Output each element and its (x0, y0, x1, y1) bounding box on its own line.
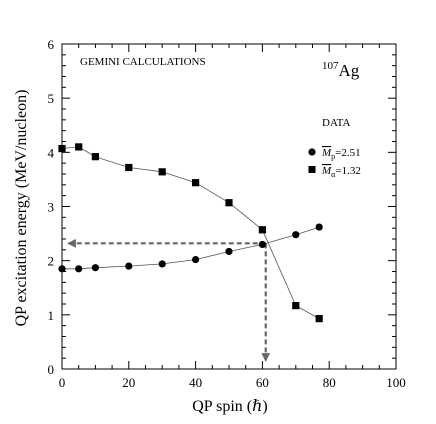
point-square (292, 302, 300, 310)
point-circle (125, 262, 133, 270)
y-axis-label: QP excitation energy (MeV/nucleon) (13, 90, 30, 327)
legend-alpha-value: =1.32 (335, 165, 360, 177)
legend-p-main: M (321, 147, 332, 159)
y-tick-label: 5 (48, 91, 55, 106)
x-axis-label: QP spin (ℏ) (192, 398, 268, 415)
x-tick-label: 20 (122, 375, 135, 390)
arrows (67, 238, 271, 362)
plot-frame (61, 43, 397, 370)
x-tick-label: 80 (323, 375, 336, 390)
ticks: 0 20 40 60 80 100 0 1 2 3 4 5 6 (48, 37, 406, 390)
y-tick-label: 4 (48, 145, 55, 160)
legend-p-value: =2.51 (335, 147, 360, 159)
y-tick-label: 2 (48, 254, 55, 269)
series-line-circle (62, 226, 320, 270)
annotation-gemini: GEMINI CALCULATIONS (80, 56, 206, 68)
point-circle (225, 247, 233, 256)
point-square (258, 226, 266, 234)
legend: Mp=2.51 Mα=1.32 (308, 147, 361, 179)
series-lines (61, 146, 320, 319)
legend-alpha-sub: α (331, 170, 336, 179)
x-tick-label: 100 (386, 375, 406, 390)
y-tick-label: 3 (48, 200, 55, 215)
legend-alpha-main: M (321, 165, 332, 177)
point-circle (258, 240, 266, 249)
point-circle (58, 265, 66, 273)
series-line-square (61, 146, 320, 319)
point-circle (292, 231, 300, 239)
point-square (158, 168, 166, 176)
point-circle (75, 265, 83, 273)
point-square (58, 144, 66, 153)
x-tick-label: 40 (189, 375, 202, 390)
axes (61, 43, 397, 370)
point-circle (91, 264, 99, 272)
point-square (75, 143, 83, 151)
nucleus-label: 107Ag (322, 60, 360, 80)
nucleus-symbol: Ag (339, 61, 360, 80)
point-square (192, 179, 200, 187)
legend-marker-square (308, 166, 316, 173)
legend-p-sub: p (331, 152, 335, 161)
nucleus-mass: 107 (322, 60, 339, 72)
point-square (315, 315, 323, 323)
legend-title: DATA (322, 117, 351, 129)
point-square (225, 199, 233, 207)
markers (58, 143, 323, 323)
y-tick-label: 6 (48, 37, 55, 52)
point-square (91, 153, 99, 161)
x-tick-label: 60 (256, 375, 269, 390)
y-tick-label: 0 (48, 362, 55, 377)
point-circle (315, 223, 323, 231)
point-circle (192, 255, 200, 264)
x-tick-label: 0 (59, 375, 66, 390)
y-tick-label: 1 (48, 308, 55, 323)
legend-entry-p: Mp=2.51 (321, 147, 361, 161)
legend-marker-circle (308, 148, 316, 156)
legend-entry-alpha: Mα=1.32 (321, 165, 361, 179)
point-circle (158, 260, 166, 268)
point-square (125, 163, 133, 172)
